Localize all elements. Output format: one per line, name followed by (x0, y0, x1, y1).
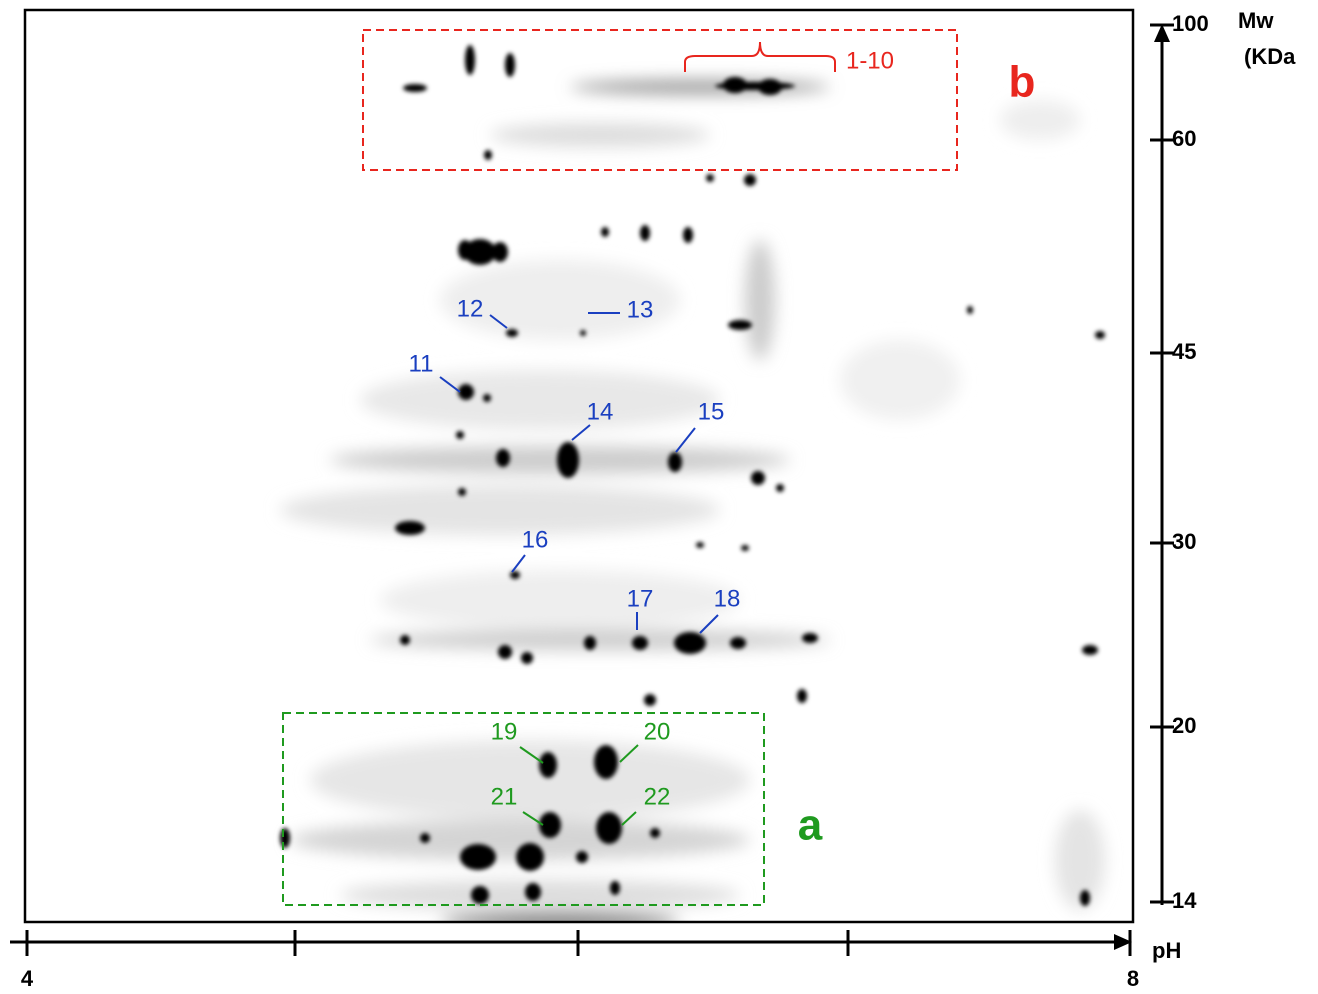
smear (310, 740, 750, 820)
spot (483, 394, 491, 402)
spot (539, 752, 557, 778)
spot (1080, 890, 1090, 906)
spot (498, 645, 512, 659)
smear (440, 914, 680, 926)
mw-axis-arrow (1154, 24, 1170, 42)
spot (610, 881, 620, 895)
smear (490, 123, 710, 147)
mw-unit: (KDa (1244, 44, 1296, 69)
spot (525, 883, 541, 901)
mw-tick-label: 20 (1172, 713, 1196, 738)
ph-tick-label: 4 (21, 966, 34, 991)
spot (668, 452, 682, 472)
region-label: a (798, 801, 823, 850)
spot (492, 242, 508, 262)
spot (465, 45, 475, 75)
spot-label: 19 (491, 718, 518, 745)
spot (706, 174, 714, 182)
spot (601, 227, 609, 237)
spot (696, 542, 704, 548)
smear (745, 240, 775, 360)
gel-figure: 1-10 11 12 13 14 15 16 17 18 19 20 21 22 b a Mw (KDa p… (0, 0, 1318, 994)
spot (744, 174, 756, 186)
spot (715, 82, 795, 90)
spot (510, 571, 520, 579)
spot-label: 17 (627, 585, 654, 612)
spot (776, 484, 784, 492)
mw-tick-label: 45 (1172, 339, 1196, 364)
spot-label: 12 (457, 295, 484, 322)
spot (506, 329, 518, 337)
smear (840, 340, 960, 420)
spot (460, 844, 496, 870)
spot (650, 828, 660, 838)
spot (505, 53, 515, 77)
spot-label: 1-10 (846, 47, 894, 74)
spot (458, 240, 472, 260)
ph-tick-label: 8 (1127, 966, 1139, 991)
spot (580, 330, 586, 336)
spot (683, 227, 693, 243)
spot-label: 13 (627, 296, 654, 323)
spot (471, 886, 489, 904)
spot-label: 20 (644, 718, 671, 745)
spot (403, 84, 427, 92)
region-label: b (1009, 58, 1036, 107)
spot-label: 16 (522, 526, 549, 553)
spot (802, 633, 818, 643)
spot (516, 843, 544, 871)
spot (496, 449, 510, 467)
spot (640, 225, 650, 241)
mw-title: Mw (1238, 8, 1274, 33)
spot (730, 637, 746, 649)
spot (1095, 331, 1105, 339)
spot (400, 635, 410, 645)
spot (967, 306, 973, 314)
spot (741, 545, 749, 551)
spot (484, 150, 492, 160)
spot-label: 14 (587, 398, 614, 425)
smear (360, 370, 720, 430)
page: 1-10 11 12 13 14 15 16 17 18 19 20 21 22 b a Mw (KDa p… (0, 0, 1318, 994)
mw-tick-label: 100 (1172, 11, 1209, 36)
ph-title: pH (1152, 938, 1181, 963)
spot (584, 636, 596, 650)
smear (380, 570, 740, 630)
spot (594, 745, 618, 779)
spot (576, 851, 588, 863)
smear (280, 485, 720, 535)
mw-tick-label: 14 (1172, 888, 1197, 913)
spot (596, 812, 622, 844)
spot (797, 689, 807, 703)
smear (370, 630, 830, 650)
spot (557, 442, 579, 478)
spot-label: 22 (644, 783, 671, 810)
spot (674, 632, 706, 654)
spot-label: 21 (491, 783, 518, 810)
spot (1082, 645, 1098, 655)
spot (521, 652, 533, 664)
spot (728, 320, 752, 330)
spot-label: 11 (409, 350, 434, 377)
spot (644, 694, 656, 706)
spot-label: 18 (714, 585, 741, 612)
spot-label: 15 (698, 398, 725, 425)
spot (458, 488, 466, 496)
spot (280, 828, 290, 848)
spot (632, 636, 648, 650)
spot (751, 471, 765, 485)
spot (458, 384, 474, 400)
spot (420, 833, 430, 843)
mw-tick-label: 60 (1172, 126, 1196, 151)
spot (395, 521, 425, 535)
mw-tick-label: 30 (1172, 529, 1196, 554)
smear (1055, 810, 1105, 910)
spot (456, 431, 464, 439)
